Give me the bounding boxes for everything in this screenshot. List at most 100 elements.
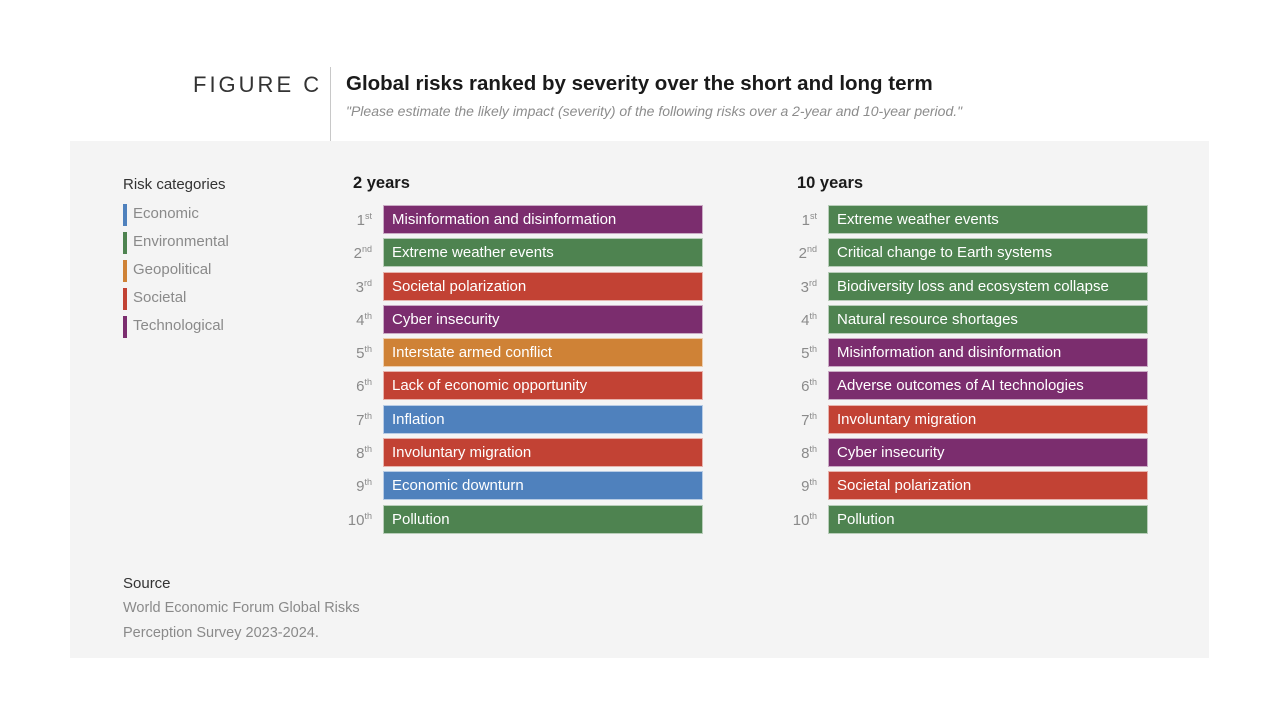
rank-number: 4 [801,311,810,329]
chart-title: Global risks ranked by severity over the… [346,72,933,95]
rank-label: 3rd [342,278,372,296]
rank-row: 2nd Extreme weather events [346,238,703,271]
rank-row: 7th Inflation [346,404,703,438]
rank-suffix: nd [361,244,372,255]
rank-number: 9 [356,478,365,496]
risk-bar-societal: Societal polarization [828,471,1148,501]
rank-row: 2nd Critical change to Earth systems [791,238,1148,271]
rank-label: 6th [787,377,817,395]
rank-label: 1st [787,211,817,229]
legend-title: Risk categories [123,176,226,193]
rank-row: 1st Extreme weather events [791,205,1148,238]
rank-label: 2nd [787,244,817,262]
legend-items: Economic Environmental Geopolitical Societa… [123,203,229,343]
rank-number: 7 [356,411,365,429]
rank-row: 9th Economic downturn [346,471,703,504]
rank-number: 2 [798,245,807,263]
rank-number: 6 [801,378,810,396]
legend-label: Technological [133,317,224,334]
header-divider [330,67,331,141]
risk-bar-technological: Adverse outcomes of AI technologies [828,371,1148,401]
legend-label: Environmental [133,233,229,250]
rank-label: 6th [342,377,372,395]
risk-bar-environmental: Biodiversity loss and ecosystem collapse [828,271,1148,301]
risk-bar-environmental: Critical change to Earth systems [828,238,1148,268]
risk-bar-environmental: Pollution [383,504,703,534]
legend-label: Economic [133,205,199,222]
legend-label: Societal [133,289,187,306]
rank-label: 10th [342,511,372,529]
source-line: World Economic Forum Global Risks [123,600,360,616]
legend-swatch [123,316,127,338]
source-note: Source World Economic Forum Global Risks… [123,575,360,650]
risk-bar-environmental: Natural resource shortages [828,304,1148,334]
legend-item-societal: Societal [123,287,226,315]
rank-suffix: st [364,211,372,221]
rank-label: 7th [342,411,372,429]
legend-item-technological: Technological [123,315,226,343]
rank-label: 5th [342,344,372,362]
risk-bar-environmental: Pollution [828,504,1148,534]
rank-suffix: th [364,444,372,455]
rank-number: 5 [356,345,365,363]
rank-suffix: th [809,310,817,321]
rank-number: 10 [347,511,365,529]
source-line: Perception Survey 2023-2024. [123,625,319,641]
rank-row: 3rd Societal polarization [346,271,703,305]
figure-label: FIGURE C [193,72,323,97]
rank-number: 4 [356,311,365,329]
rank-number: 3 [355,278,364,296]
risk-bar-environmental: Extreme weather events [828,205,1148,234]
chart-subtitle: "Please estimate the likely impact (seve… [346,103,963,119]
rank-number: 2 [353,245,362,263]
rank-row: 4th Cyber insecurity [346,304,703,338]
rank-suffix: th [364,344,372,355]
legend-swatch [123,232,127,254]
rank-row: 8th Cyber insecurity [791,438,1148,471]
column-title: 10 years [797,174,864,192]
rank-number: 3 [800,278,809,296]
risk-bar-technological: Cyber insecurity [383,304,703,334]
rank-suffix: th [809,444,817,455]
rank-suffix: th [364,510,372,521]
rank-number: 10 [792,511,810,529]
rank-number: 1 [801,212,810,229]
rank-label: 8th [787,444,817,462]
rank-number: 7 [801,411,810,429]
rank-number: 1 [356,212,365,229]
rank-suffix: th [364,377,372,388]
rank-label: 1st [342,211,372,229]
legend-item-geopolitical: Geopolitical [123,259,226,287]
risk-bar-economic: Inflation [383,404,703,434]
rank-suffix: rd [363,277,372,288]
rank-suffix: th [809,344,817,355]
legend-swatch [123,260,127,282]
risk-bar-societal: Involuntary migration [828,404,1148,434]
rank-label: 4th [342,311,372,329]
rank-suffix: st [809,211,817,221]
rank-label: 10th [787,511,817,529]
risk-bar-societal: Lack of economic opportunity [383,371,703,401]
rank-row: 8th Involuntary migration [346,438,703,471]
column-2-years: 2 years 1st Misinformation and disinforma… [346,174,703,538]
rank-label: 9th [342,477,372,495]
rank-label: 2nd [342,244,372,262]
rank-row: 5th Misinformation and disinformation [791,338,1148,371]
rank-row: 1st Misinformation and disinformation [346,205,703,238]
risk-bar-societal: Involuntary migration [383,438,703,468]
risk-bar-economic: Economic downturn [383,471,703,501]
legend-label: Geopolitical [133,261,212,278]
rank-number: 9 [801,478,810,496]
risk-bar-technological: Misinformation and disinformation [383,205,703,234]
rank-suffix: th [364,410,372,421]
rank-row: 4th Natural resource shortages [791,304,1148,338]
risk-bar-technological: Cyber insecurity [828,438,1148,468]
rank-suffix: th [809,477,817,488]
rank-row: 6th Adverse outcomes of AI technologies [791,371,1148,404]
rank-label: 8th [342,444,372,462]
rank-row: 9th Societal polarization [791,471,1148,504]
ranked-list: 1st Misinformation and disinformation 2nd E… [346,205,703,538]
rank-label: 9th [787,477,817,495]
rank-label: 7th [787,411,817,429]
risk-bar-environmental: Extreme weather events [383,238,703,268]
